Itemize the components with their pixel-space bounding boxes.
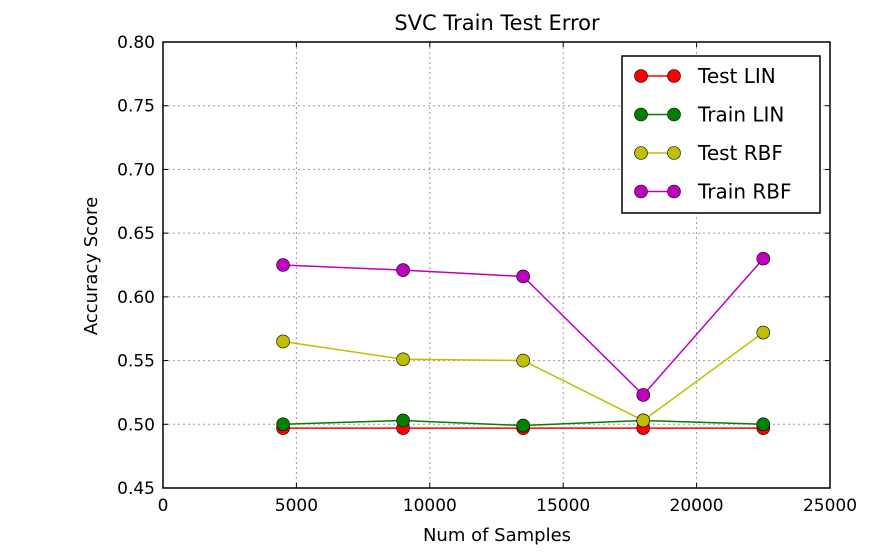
y-tick-label: 0.65 — [117, 224, 155, 244]
data-point — [276, 258, 290, 272]
legend-item: Train RBF — [634, 180, 791, 204]
legend-marker — [667, 69, 681, 83]
series-test-rbf — [276, 325, 771, 428]
x-tick-label: 0 — [158, 496, 169, 516]
series-line — [282, 331, 764, 422]
series-train-rbf — [276, 251, 771, 402]
legend-box — [621, 55, 821, 214]
data-point — [636, 413, 651, 428]
legend-item: Test RBF — [634, 141, 783, 165]
legend-marker — [667, 184, 681, 199]
data-point — [636, 388, 651, 402]
legend-marker — [634, 69, 648, 83]
y-tick-label: 0.55 — [117, 352, 155, 372]
legend-marker — [667, 146, 681, 160]
data-point — [516, 353, 530, 368]
legend-label: Test LIN — [697, 64, 776, 88]
legend-item: Test LIN — [634, 64, 776, 88]
series-lines — [276, 251, 771, 435]
data-point — [756, 325, 771, 340]
legend-marker — [634, 107, 648, 122]
data-point — [516, 269, 530, 284]
y-tick-label: 0.70 — [117, 160, 155, 180]
x-tick-label: 5000 — [275, 496, 318, 516]
legend-item: Train LIN — [634, 103, 784, 127]
data-point — [396, 413, 410, 428]
legend-label: Test RBF — [697, 141, 783, 165]
chart-title: SVC Train Test Error — [394, 11, 600, 35]
axes-ticks: 0 5000 10000 15000 20000 25000 0.45 0.50 0.55 0.6… — [117, 33, 857, 516]
legend-label: Train RBF — [697, 180, 791, 204]
legend: Test LIN Train LIN Test RBF Train RBF — [621, 55, 821, 214]
y-tick-label: 0.80 — [117, 33, 155, 53]
data-point — [276, 417, 290, 432]
x-tick-label: 15000 — [536, 496, 590, 516]
x-tick-label: 25000 — [803, 496, 857, 516]
data-point — [756, 251, 771, 266]
data-point — [396, 263, 410, 277]
x-tick-label: 20000 — [670, 496, 724, 516]
y-tick-label: 0.50 — [117, 415, 155, 435]
series-train-lin — [276, 413, 771, 433]
y-tick-label: 0.45 — [117, 479, 155, 499]
legend-marker — [634, 184, 648, 199]
legend-label: Train LIN — [697, 103, 784, 127]
plot-area — [162, 41, 831, 489]
y-axis-label: Accuracy Score — [81, 197, 102, 335]
data-point — [756, 417, 771, 432]
data-point — [396, 352, 410, 367]
x-tick-label: 10000 — [403, 496, 457, 516]
data-point — [276, 334, 290, 349]
y-tick-label: 0.75 — [117, 97, 155, 117]
y-tick-label: 0.60 — [117, 288, 155, 308]
legend-marker — [667, 107, 681, 122]
x-axis-label: Num of Samples — [423, 525, 571, 546]
data-point — [516, 418, 530, 433]
legend-marker — [634, 146, 648, 160]
